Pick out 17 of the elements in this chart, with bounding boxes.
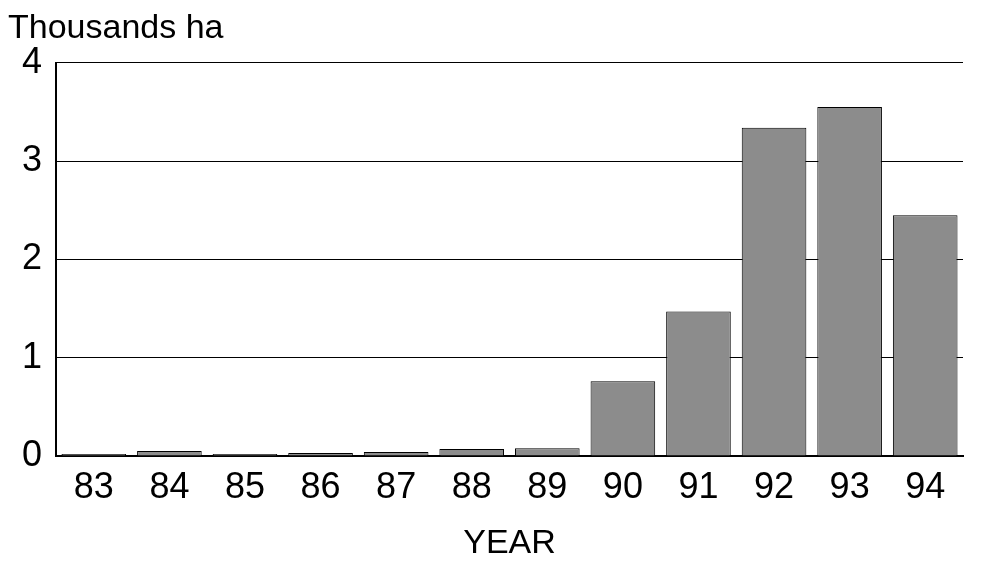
x-tick-label: 88 <box>451 464 492 506</box>
x-tick-label: 85 <box>224 464 265 506</box>
x-tick-label: 90 <box>602 464 643 506</box>
y-tick-label: 1 <box>21 334 43 376</box>
x-tick-label: 83 <box>73 464 114 506</box>
y-tick-label: 2 <box>21 236 43 278</box>
x-tick-label: 92 <box>754 464 795 506</box>
y-tick-label: 3 <box>21 138 43 180</box>
x-tick-label: 86 <box>300 464 341 506</box>
x-axis-title: YEAR <box>463 521 556 560</box>
y-tick-label: 0 <box>21 432 43 474</box>
x-tick-label: 89 <box>527 464 568 506</box>
x-tick-label: 91 <box>678 464 719 506</box>
x-tick-label: 87 <box>376 464 417 506</box>
x-tick-label: 93 <box>829 464 870 506</box>
x-tick-label: 94 <box>905 464 946 506</box>
x-tick-label: 84 <box>149 464 190 506</box>
